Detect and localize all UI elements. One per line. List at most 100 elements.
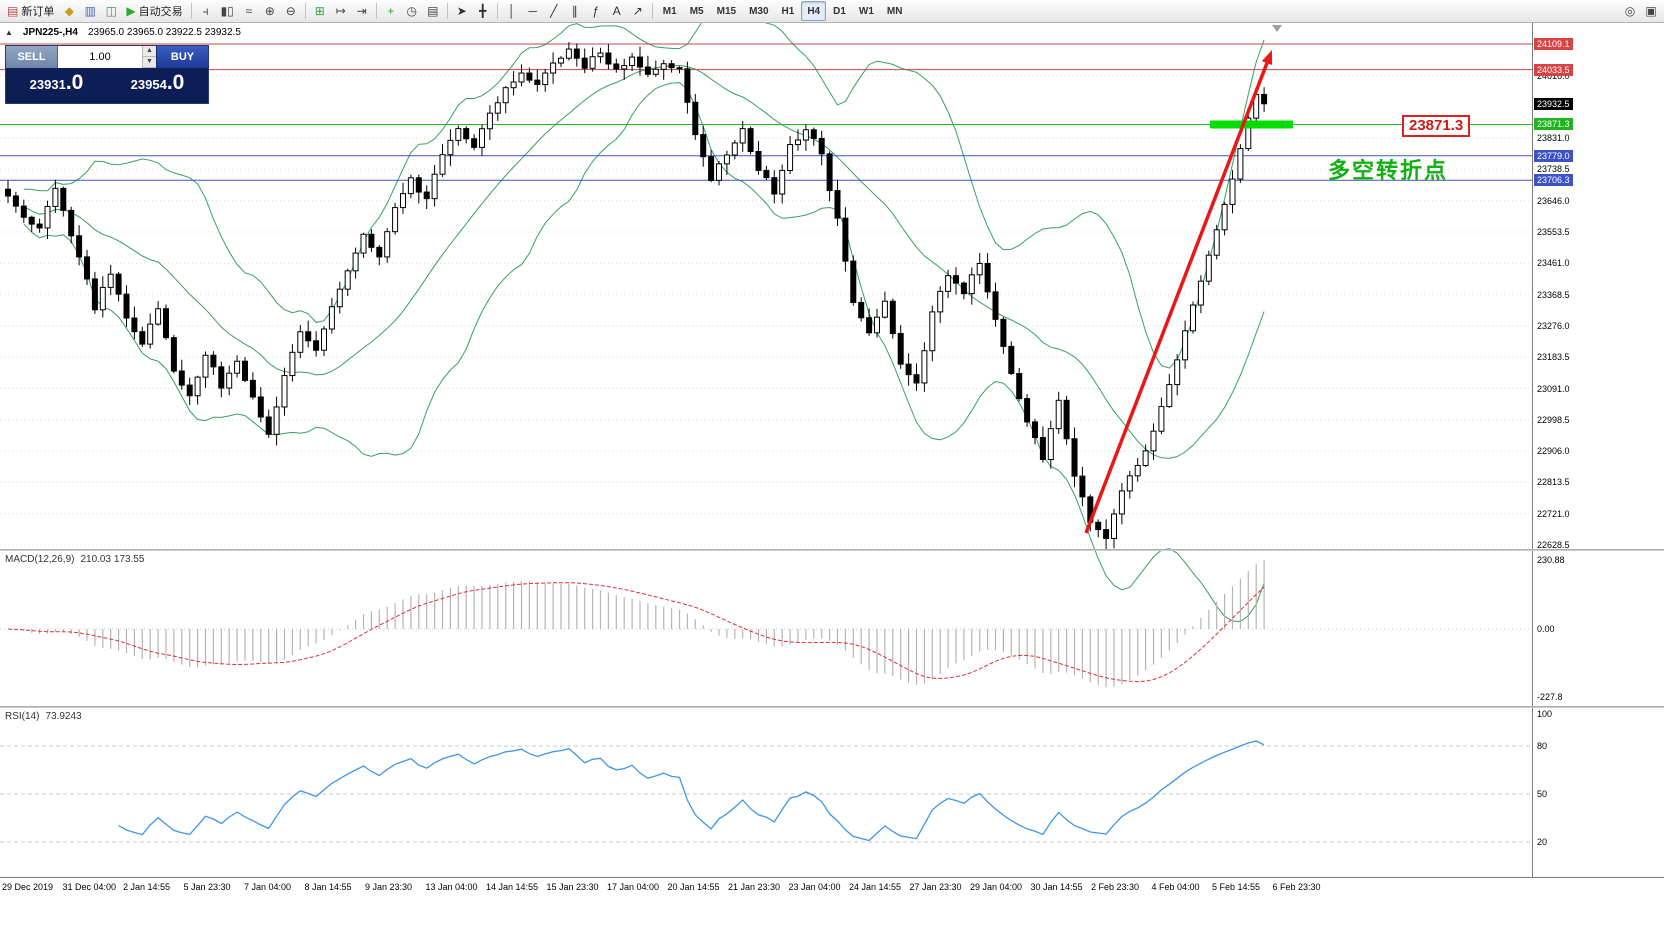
support-highlight-segment[interactable] bbox=[1210, 120, 1293, 129]
timeframe-m1-button[interactable]: M1 bbox=[657, 1, 683, 21]
price-scale-label: 23183.5 bbox=[1537, 352, 1570, 363]
sell-price-frac: .0 bbox=[65, 71, 84, 94]
price-scale[interactable]: 24016.023831.023738.523646.023553.523461… bbox=[1532, 23, 1664, 877]
chart-shift-marker[interactable] bbox=[1272, 25, 1282, 32]
crosshair-icon[interactable]: ╋ bbox=[473, 1, 493, 21]
horizontal-line-icon[interactable]: ─ bbox=[523, 1, 543, 21]
candlestick-series bbox=[5, 42, 1268, 550]
time-axis-label: 2 Feb 23:30 bbox=[1091, 882, 1140, 892]
price-scale-label: 22813.5 bbox=[1537, 477, 1570, 488]
price-tag: 23706.3 bbox=[1534, 174, 1573, 187]
time-axis-label: 14 Jan 14:55 bbox=[486, 882, 539, 892]
arrows-icon: ↗ bbox=[632, 4, 643, 18]
expert-advisors-icon[interactable]: ◆ bbox=[59, 1, 79, 21]
macd-scale-label: 230.88 bbox=[1537, 555, 1565, 565]
one-click-collapse-icon[interactable]: ▲ bbox=[5, 28, 13, 37]
current-price-tag: 23932.5 bbox=[1534, 97, 1573, 110]
sell-price: 23931.0 bbox=[6, 68, 107, 103]
timeframe-m15-button[interactable]: M15 bbox=[711, 1, 742, 21]
candlestick-chart-icon: ▮▯ bbox=[220, 4, 234, 18]
navigator-icon[interactable]: ◫ bbox=[101, 1, 121, 21]
cursor-icon: ➤ bbox=[456, 4, 467, 18]
channel-icon[interactable]: ∥ bbox=[565, 1, 585, 21]
cursor-icon[interactable]: ➤ bbox=[452, 1, 472, 21]
chart-canvas[interactable] bbox=[0, 23, 1532, 949]
trendline-icon[interactable]: ╱ bbox=[544, 1, 564, 21]
pane-separator[interactable] bbox=[0, 706, 1664, 708]
market-watch-icon[interactable]: ▥ bbox=[80, 1, 100, 21]
timeframe-h1-button[interactable]: H1 bbox=[776, 1, 801, 21]
time-axis-label: 30 Jan 14:55 bbox=[1030, 882, 1083, 892]
sell-button[interactable]: SELL bbox=[6, 46, 58, 68]
rsi-label: RSI(14) bbox=[5, 711, 40, 722]
time-axis-label: 2 Jan 14:55 bbox=[123, 882, 171, 892]
channel-icon: ∥ bbox=[571, 4, 578, 18]
sell-price-main: 23931 bbox=[29, 77, 66, 92]
time-axis-label: 21 Jan 23:30 bbox=[728, 882, 781, 892]
macd-histogram bbox=[15, 560, 1265, 688]
time-axis-label: 7 Jan 04:00 bbox=[244, 882, 292, 892]
price-scale-label: 22906.0 bbox=[1537, 446, 1570, 457]
chart-info: ▲ JPN225-,H4 23965.0 23965.0 23922.5 239… bbox=[5, 27, 241, 38]
bar-chart-icon[interactable]: ⫞ bbox=[196, 1, 216, 21]
autotrading-button[interactable]: ▶ 自动交易 bbox=[122, 1, 186, 21]
rsi-header: RSI(14) 73.9243 bbox=[5, 711, 82, 722]
candlestick-chart-icon[interactable]: ▮▯ bbox=[217, 1, 238, 21]
timeframe-h4-button[interactable]: H4 bbox=[801, 1, 827, 21]
buy-button[interactable]: BUY bbox=[156, 46, 208, 68]
toolbar-separator bbox=[496, 3, 498, 19]
symbol-search-icon[interactable]: ◎ bbox=[1620, 1, 1640, 21]
bollinger-lower-band bbox=[23, 82, 1265, 623]
indicators-icon[interactable]: + bbox=[381, 1, 401, 21]
new-order-button[interactable]: ▤ 新订单 bbox=[3, 1, 58, 21]
templates-icon[interactable]: ▤ bbox=[423, 1, 443, 21]
trend-arrow[interactable] bbox=[1084, 50, 1273, 534]
macd-scale-label: 0.00 bbox=[1537, 624, 1555, 634]
horizontal-level-lines[interactable] bbox=[0, 43, 1532, 181]
volume-increase-button[interactable]: ▲ bbox=[143, 46, 156, 57]
bar-chart-icon: ⫞ bbox=[202, 4, 209, 18]
periods-icon[interactable]: ◷ bbox=[402, 1, 422, 21]
turning-point-note[interactable]: 多空转折点 bbox=[1328, 158, 1449, 183]
time-axis[interactable]: 29 Dec 2019 31 Dec 04:00 2 Jan 14:55 5 Jan … bbox=[0, 877, 1664, 949]
price-level-annotation[interactable]: 23871.3 bbox=[1402, 115, 1471, 137]
time-axis-label: 9 Jan 23:30 bbox=[365, 882, 413, 892]
chart-symbol-period: JPN225-,H4 bbox=[22, 27, 78, 38]
zoom-in-icon[interactable]: ⊕ bbox=[260, 1, 280, 21]
toolbar-separator bbox=[446, 3, 448, 19]
timeframe-mn-button[interactable]: MN bbox=[881, 1, 909, 21]
arrows-icon[interactable]: ↗ bbox=[628, 1, 648, 21]
timeframe-m5-button[interactable]: M5 bbox=[684, 1, 710, 21]
price-tag: 23779.0 bbox=[1534, 149, 1573, 162]
auto-scroll-icon[interactable]: ↦ bbox=[331, 1, 351, 21]
price-scale-label: 23091.0 bbox=[1537, 383, 1570, 394]
rsi-scale-label: 100 bbox=[1537, 709, 1553, 719]
volume-input[interactable] bbox=[58, 46, 142, 68]
toolbar-separator bbox=[304, 3, 306, 19]
timeframe-w1-button[interactable]: W1 bbox=[853, 1, 880, 21]
vertical-line-icon[interactable]: │ bbox=[502, 1, 522, 21]
chart-shift-icon[interactable]: ⇥ bbox=[352, 1, 372, 21]
zoom-out-icon[interactable]: ⊖ bbox=[281, 1, 301, 21]
one-click-top-row: SELL ▲ ▼ BUY bbox=[6, 46, 208, 68]
zoom-in-icon: ⊕ bbox=[264, 4, 275, 18]
text-icon[interactable]: A bbox=[607, 1, 627, 21]
toolbar-separator bbox=[651, 3, 653, 19]
vertical-line-icon: │ bbox=[508, 4, 516, 18]
rsi-value: 73.9243 bbox=[45, 711, 82, 722]
timeframe-d1-button[interactable]: D1 bbox=[827, 1, 852, 21]
market-watch-icon: ▥ bbox=[84, 4, 97, 18]
price-scale-label: 23461.0 bbox=[1537, 258, 1570, 269]
timeframe-m30-button[interactable]: M30 bbox=[743, 1, 774, 21]
price-scale-label: 23738.5 bbox=[1537, 164, 1570, 175]
fibonacci-icon[interactable]: ƒ bbox=[586, 1, 606, 21]
pane-separator[interactable] bbox=[0, 549, 1664, 551]
line-chart-icon[interactable]: ≈ bbox=[239, 1, 259, 21]
macd-scale-label: -227.8 bbox=[1537, 692, 1563, 703]
price-scale-label: 23831.0 bbox=[1537, 133, 1570, 144]
price-scale-label: 23368.5 bbox=[1537, 289, 1570, 300]
chart-windows-icon[interactable]: ▣ bbox=[1641, 1, 1661, 21]
volume-decrease-button[interactable]: ▼ bbox=[143, 57, 156, 68]
rsi-scale-label: 20 bbox=[1537, 837, 1548, 847]
tile-windows-icon[interactable]: ⊞ bbox=[310, 1, 330, 21]
